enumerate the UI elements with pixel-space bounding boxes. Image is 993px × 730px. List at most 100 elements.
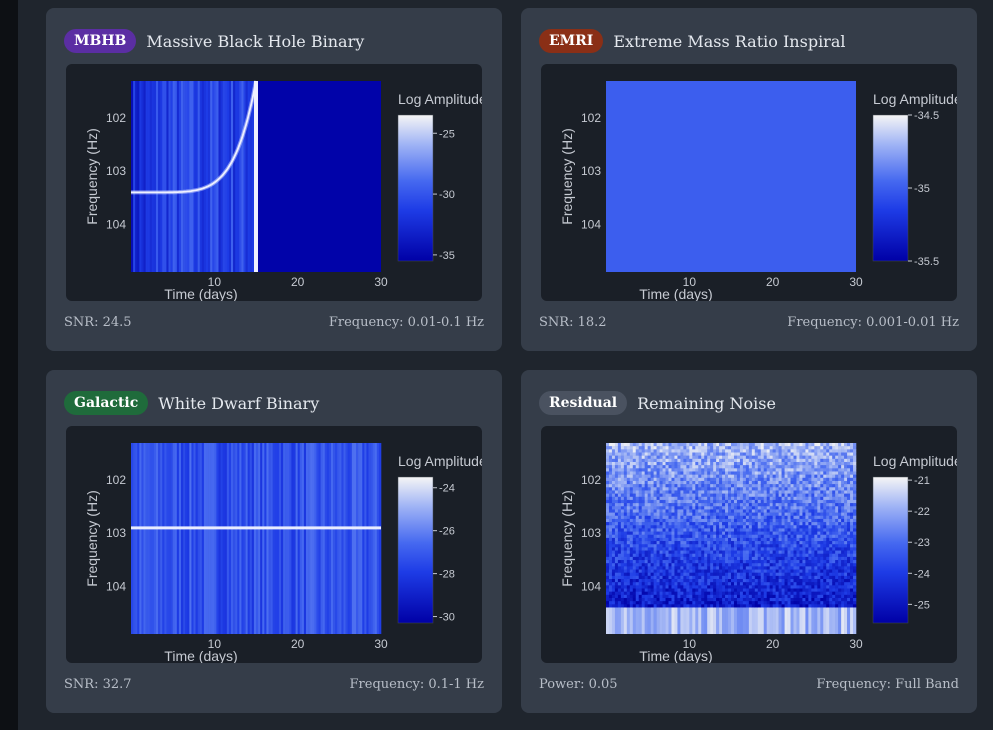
colorbar-tick-label: -35 (439, 250, 455, 262)
heatmap-cell (226, 443, 230, 634)
heatmap-cell (814, 607, 818, 634)
heatmap-cell (671, 452, 675, 456)
heatmap-cell (716, 553, 720, 558)
heatmap-cell (769, 515, 773, 520)
heatmap-cell (736, 575, 741, 580)
heatmap-cell (841, 446, 845, 450)
colorbar-title: Log Amplitude (873, 453, 957, 469)
heatmap-cell (725, 566, 729, 570)
heatmap-cell (835, 553, 839, 558)
heatmap-cell (817, 607, 821, 634)
heatmap-cell (733, 515, 738, 520)
heatmap-cell (838, 531, 842, 536)
heatmap-cell (632, 480, 637, 485)
heatmap-cell (814, 585, 818, 589)
heatmap-cell (665, 496, 669, 501)
heatmap-cell (328, 443, 332, 634)
heatmap-cell (808, 553, 812, 558)
heatmap-cell (760, 563, 765, 567)
heatmap-cell (707, 509, 711, 513)
heatmap-cell (808, 569, 812, 573)
heatmap-cell (850, 560, 854, 564)
heatmap-cell (659, 594, 663, 599)
heatmap-cell (787, 503, 791, 507)
heatmap-cell (617, 525, 622, 529)
heatmap-cell (850, 487, 854, 491)
heatmap-cell (611, 506, 616, 510)
heatmap-cell (748, 522, 753, 526)
heatmap-cell (835, 541, 839, 545)
heatmap-cell (778, 461, 782, 466)
heatmap-cell (707, 518, 711, 523)
heatmap-cell (680, 471, 684, 475)
heatmap-cell (766, 591, 770, 596)
heatmap-cell (668, 563, 672, 567)
heatmap-cell (838, 452, 842, 456)
heatmap-cell (733, 468, 738, 472)
heatmap-cell (641, 449, 645, 453)
heatmap-cell (736, 452, 741, 456)
heatmap-cell (680, 446, 684, 450)
heatmap-cell (766, 528, 770, 532)
heatmap-cell (823, 534, 827, 539)
heatmap-cell (799, 585, 803, 589)
heatmap-cell (635, 515, 640, 520)
heatmap-cell (632, 512, 637, 517)
heatmap-cell (611, 522, 616, 526)
heatmap-cell (671, 518, 675, 523)
heatmap-cell (656, 601, 660, 605)
heatmap-cell (710, 594, 714, 599)
heatmap-cell (736, 556, 741, 561)
heatmap-cell (781, 607, 785, 634)
heatmap-cell (736, 563, 741, 567)
heatmap-cell (838, 477, 842, 482)
heatmap-cell (638, 541, 643, 545)
heatmap-cell (692, 509, 696, 513)
heatmap-cell (760, 471, 765, 475)
heatmap-cell (635, 531, 640, 536)
heatmap-cell (606, 522, 610, 526)
heatmap-cell (629, 579, 634, 583)
heatmap-cell (701, 468, 705, 472)
heatmap-cell (811, 544, 815, 548)
heatmap-cell (847, 458, 851, 463)
heatmap-cell (608, 556, 613, 561)
heatmap-cell (805, 493, 809, 498)
heatmap-cell (751, 544, 756, 548)
heatmap-cell (805, 553, 809, 558)
heatmap-cell (802, 499, 806, 504)
heatmap-cell (757, 461, 762, 466)
heatmap-cell (659, 547, 663, 551)
heatmap-cell (659, 591, 663, 596)
heatmap-cell (689, 607, 693, 634)
heatmap-cell (838, 499, 842, 504)
heatmap-cell (796, 509, 800, 513)
heatmap-cell (662, 575, 666, 580)
heatmap-cell (680, 591, 684, 596)
heatmap-cell (823, 512, 827, 517)
heatmap-cell (668, 503, 672, 507)
heatmap-cell (844, 601, 848, 605)
heatmap-cell (820, 601, 824, 605)
heatmap-cell (847, 499, 851, 504)
heatmap-cell (808, 496, 812, 501)
heatmap-cell (757, 443, 762, 447)
heatmap-cell (623, 528, 628, 532)
heatmap-cell (662, 560, 666, 564)
heatmap-cell (793, 461, 797, 466)
heatmap-cell (820, 556, 824, 561)
heatmap-cell (611, 597, 616, 602)
heatmap-cell (763, 446, 768, 450)
heatmap-cell (814, 588, 818, 592)
heatmap-cell (650, 534, 654, 539)
heatmap-cell (686, 499, 690, 504)
heatmap-cell (644, 474, 648, 479)
heatmap-cell (659, 550, 663, 555)
heatmap-cell (638, 484, 643, 488)
heatmap-cell (722, 579, 726, 583)
heatmap-cell (778, 506, 782, 510)
heatmap-cell (838, 515, 842, 520)
heatmap-cell (632, 575, 637, 580)
heatmap-cell (829, 528, 833, 532)
heatmap-cell (704, 597, 708, 602)
